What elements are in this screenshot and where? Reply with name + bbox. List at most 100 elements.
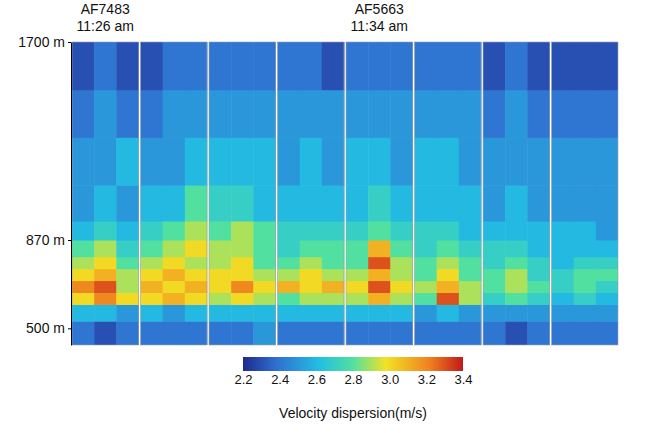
heatmap-cell (94, 42, 117, 90)
annotation: 11:26 am (77, 18, 134, 34)
heatmap-cell (72, 240, 95, 257)
heatmap-cell (94, 240, 117, 257)
heatmap-cell (322, 185, 345, 221)
heatmap-cell (505, 185, 528, 221)
heatmap-cell (209, 257, 232, 269)
heatmap-cell (415, 304, 438, 321)
heatmap-cell (368, 321, 391, 345)
heatmap-cell (527, 257, 550, 269)
heatmap-cell (415, 281, 438, 293)
heatmap-cell (390, 257, 413, 269)
heatmap-cell (141, 281, 164, 293)
heatmap-cell (346, 240, 369, 257)
heatmap-cell (437, 321, 460, 345)
heatmap-cell (415, 269, 438, 281)
heatmap-cell (346, 257, 369, 269)
heatmap-cell (459, 321, 482, 345)
colorbar-title: Velocity dispersion(m/s) (279, 405, 427, 421)
heatmap-cell (300, 221, 323, 241)
heatmap-cell (72, 269, 95, 281)
heatmap-cell (322, 304, 345, 321)
heatmap-cell (163, 304, 186, 321)
tick: 500 m (26, 320, 71, 336)
heatmap-cell (368, 304, 391, 321)
heatmap-cell (368, 90, 391, 138)
tick-label: 2.6 (308, 372, 326, 387)
heatmap-cell (116, 185, 139, 221)
heatmap-cell (505, 42, 528, 90)
heatmap-cell (483, 185, 506, 221)
heatmap-cell (505, 90, 528, 138)
heatmap-cell (390, 269, 413, 281)
heatmap-cell (94, 304, 117, 321)
heatmap-cell (527, 185, 550, 221)
heatmap-cell (437, 281, 460, 293)
heatmap-cell (574, 185, 597, 221)
heatmap-cell (459, 42, 482, 90)
heatmap-cell (527, 42, 550, 90)
chart: AF748311:26 amAF566311:34 am500 m870 m17… (0, 0, 646, 433)
heatmap-cell (459, 257, 482, 269)
heatmap-cell (253, 321, 276, 345)
heatmap-cell (415, 321, 438, 345)
heatmap-cell (209, 221, 232, 241)
tick: 3.4 (454, 371, 472, 387)
heatmap-cell (505, 321, 528, 345)
heatmap-cell (415, 42, 438, 90)
tick-label: 3.2 (418, 372, 436, 387)
heatmap-cell (390, 221, 413, 241)
heatmap-cell (415, 293, 438, 305)
heatmap-cell (185, 185, 208, 221)
heatmap-cell (483, 221, 506, 241)
heatmap-cell (552, 221, 575, 241)
heatmap-cell (253, 185, 276, 221)
heatmap-cell (141, 293, 164, 305)
tick: 3.2 (418, 371, 436, 387)
heatmap-cell (527, 293, 550, 305)
heatmap-cell (185, 42, 208, 90)
heatmap-cell (72, 304, 95, 321)
heatmap-cell (322, 90, 345, 138)
heatmap-cell (72, 321, 95, 345)
heatmap-cell (437, 257, 460, 269)
heatmap-cell (552, 90, 575, 138)
heatmap-cell (415, 221, 438, 241)
heatmap-cell (300, 269, 323, 281)
heatmap-cell (253, 304, 276, 321)
tick-label: 1700 m (18, 34, 65, 50)
heatmap-cell (231, 257, 254, 269)
heatmap-cell (437, 42, 460, 90)
heatmap-cell (116, 321, 139, 345)
heatmap-cell (346, 42, 369, 90)
heatmap-cell (574, 90, 597, 138)
heatmap-cell (437, 185, 460, 221)
heatmap-cell (116, 42, 139, 90)
heatmap-cell (300, 293, 323, 305)
heatmap-cell (483, 90, 506, 138)
heatmap-cell (163, 137, 186, 185)
tick: 3.0 (381, 371, 399, 387)
heatmap-cell (300, 281, 323, 293)
heatmap-cell (278, 137, 301, 185)
heatmap-cell (390, 304, 413, 321)
tick-label: 3.0 (381, 372, 399, 387)
heatmap-cell (322, 257, 345, 269)
heatmap-cell (574, 42, 597, 90)
heatmap-cell (527, 137, 550, 185)
heatmap-cell (527, 321, 550, 345)
heatmap-cell (415, 185, 438, 221)
heatmap-cell (368, 185, 391, 221)
heatmap-cell (94, 321, 117, 345)
panel-frame (209, 42, 275, 345)
heatmap-cell (346, 137, 369, 185)
heatmap-cell (72, 257, 95, 269)
heatmap-cell (483, 269, 506, 281)
heatmap-cell (390, 281, 413, 293)
colorbar-axis: 2.22.42.62.83.03.23.4 (234, 371, 472, 387)
heatmap-cell (390, 321, 413, 345)
heatmap-cell (483, 281, 506, 293)
heatmap-cell (574, 221, 597, 241)
heatmap-cell (415, 257, 438, 269)
heatmap-cell (483, 304, 506, 321)
tick-label: 3.4 (454, 372, 472, 387)
